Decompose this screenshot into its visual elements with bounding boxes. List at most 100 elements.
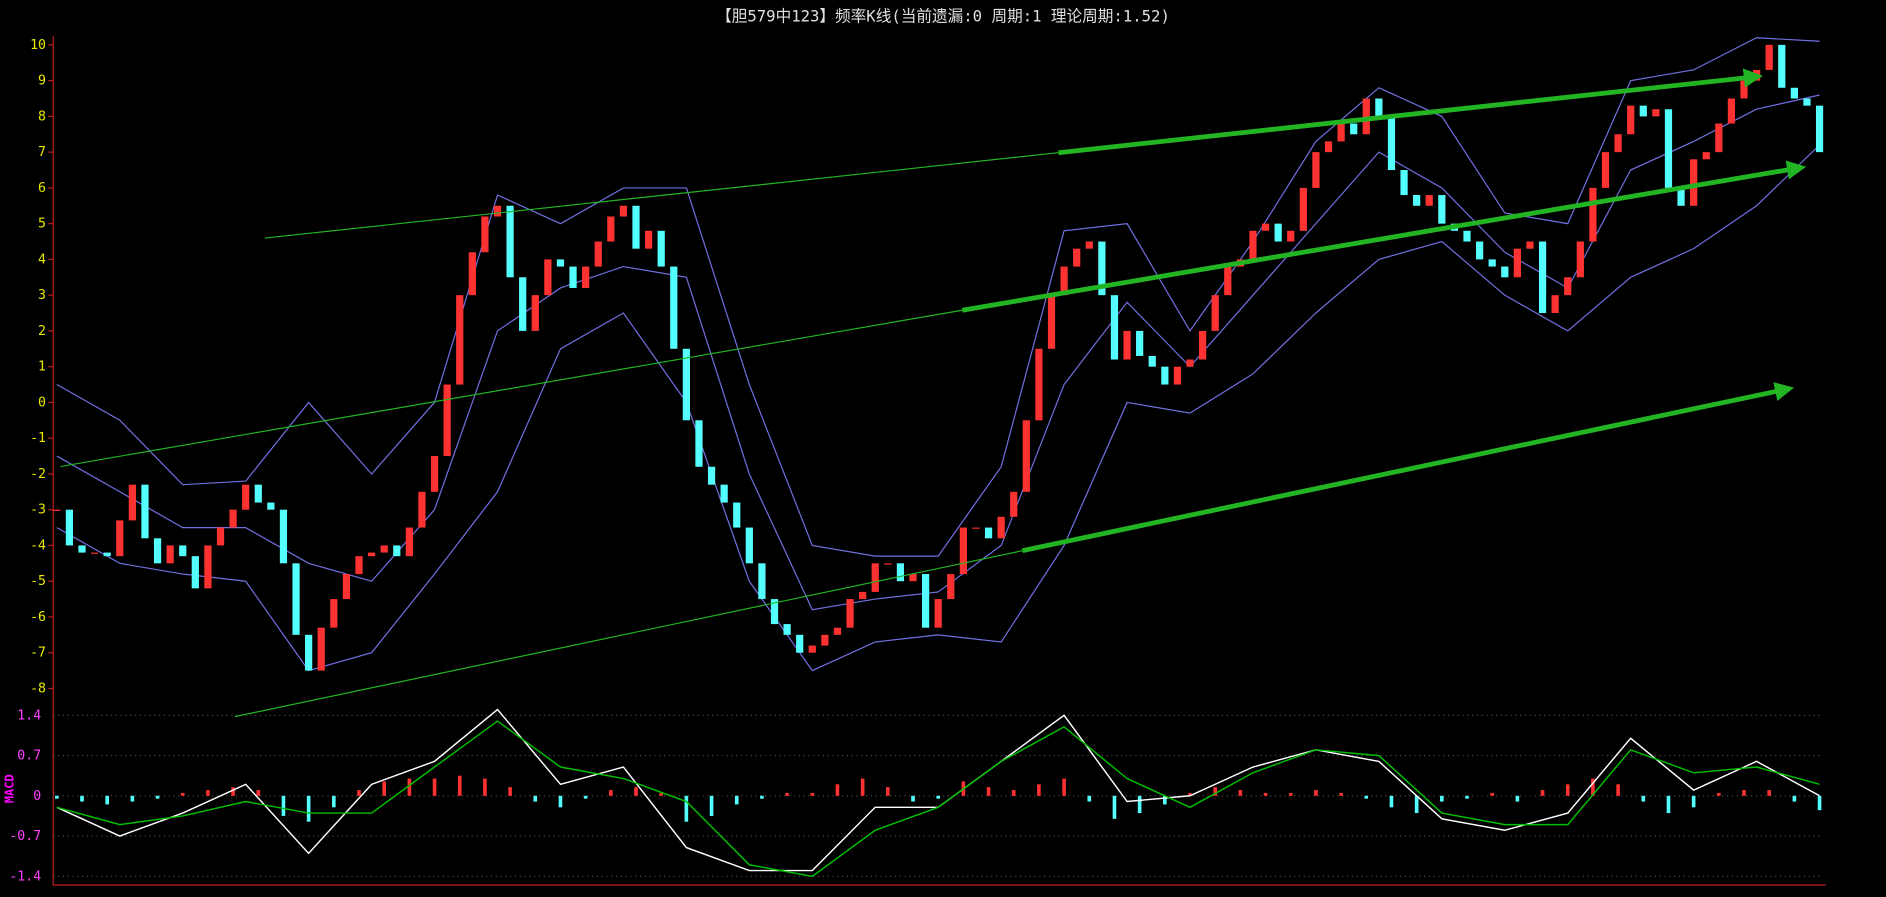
macd-bar (886, 787, 890, 796)
candle (1123, 330, 1131, 360)
macd-bar (457, 775, 462, 796)
macd-bar (1616, 784, 1620, 796)
candle (884, 563, 892, 565)
candle (1085, 241, 1093, 249)
macd-bar (1163, 795, 1167, 805)
y-tick-label: 9 (38, 74, 46, 89)
y-tick-label: -7 (30, 646, 46, 661)
macd-bar (860, 778, 865, 796)
candle (745, 527, 753, 564)
macd-bar (1515, 795, 1520, 802)
candle (1337, 123, 1345, 142)
candle (506, 205, 514, 278)
candle (1652, 109, 1660, 117)
candle (305, 634, 313, 671)
candle (1463, 230, 1471, 242)
macd-bar (533, 795, 538, 802)
candle (1513, 248, 1521, 278)
candle (1362, 98, 1370, 135)
candle (1350, 123, 1358, 135)
candle (1639, 105, 1647, 117)
candle (1148, 355, 1156, 367)
macd-bar (911, 795, 915, 802)
macd-bar (634, 787, 638, 796)
candle (959, 527, 967, 575)
macd-bar (1414, 795, 1419, 814)
y-tick-label: -2 (30, 467, 46, 482)
candle (1060, 266, 1068, 296)
macd-bar (281, 795, 286, 816)
candle (317, 627, 325, 671)
macd-bar (206, 790, 210, 796)
candle (1161, 366, 1169, 385)
candle (292, 563, 300, 635)
candle (896, 563, 905, 582)
macd-bar (659, 792, 663, 796)
candle (1627, 105, 1635, 135)
candle (1752, 69, 1761, 81)
candle (141, 484, 149, 539)
trend-line (60, 309, 963, 468)
macd-bar (810, 792, 815, 796)
candle (166, 545, 174, 564)
candle (1073, 248, 1081, 267)
candle (1324, 141, 1333, 153)
macd-bar (508, 787, 512, 796)
candle (116, 520, 124, 557)
macd-bar (1213, 787, 1217, 796)
candle (355, 556, 363, 575)
candle (1400, 170, 1408, 196)
y-tick-label: 4 (38, 252, 46, 267)
candle (1501, 266, 1509, 278)
candle (921, 574, 930, 628)
candle (342, 574, 351, 600)
y-tick-label: 10 (30, 38, 46, 53)
candle (859, 591, 867, 600)
candle (1664, 109, 1673, 188)
candle (1601, 152, 1610, 188)
candle (607, 216, 615, 242)
y-tick-label: 0 (38, 395, 46, 410)
candle (1413, 195, 1421, 206)
candle (1815, 105, 1824, 153)
band-middle (56, 94, 1820, 611)
candle (1702, 152, 1710, 160)
y-tick-label: 0 (33, 789, 41, 804)
candle (1715, 123, 1723, 153)
macd-bar (306, 795, 311, 822)
candle (493, 205, 502, 217)
macd-bar (1591, 778, 1595, 796)
candle (204, 545, 212, 589)
candle (1312, 152, 1320, 188)
trend-line (234, 550, 1023, 718)
candle (1299, 187, 1307, 231)
candle (947, 574, 955, 600)
candle (695, 420, 703, 467)
y-tick-label: -5 (30, 574, 46, 589)
y-tick-label: 8 (38, 109, 46, 124)
macd-bar (407, 778, 412, 796)
macd-bar (684, 795, 689, 822)
candle (909, 574, 917, 582)
macd-bar (130, 795, 135, 802)
macd-bar (1288, 792, 1293, 796)
candle (1173, 366, 1182, 385)
candle (1551, 295, 1559, 314)
candle (997, 516, 1005, 539)
trend-arrow (1058, 68, 1763, 156)
candle (1198, 330, 1207, 360)
candle (1727, 98, 1736, 124)
candle (1287, 230, 1295, 242)
candle (1224, 266, 1232, 296)
candle (405, 527, 413, 557)
macd-bar (1314, 790, 1318, 796)
trend-line (264, 152, 1059, 239)
y-tick-label: -3 (30, 503, 46, 518)
candle (1803, 98, 1811, 106)
candle (65, 509, 74, 546)
candle (758, 563, 766, 600)
candle (78, 545, 86, 553)
candle (191, 556, 199, 589)
macd-bar (1440, 795, 1444, 802)
y-tick-label: -1.4 (9, 869, 41, 884)
